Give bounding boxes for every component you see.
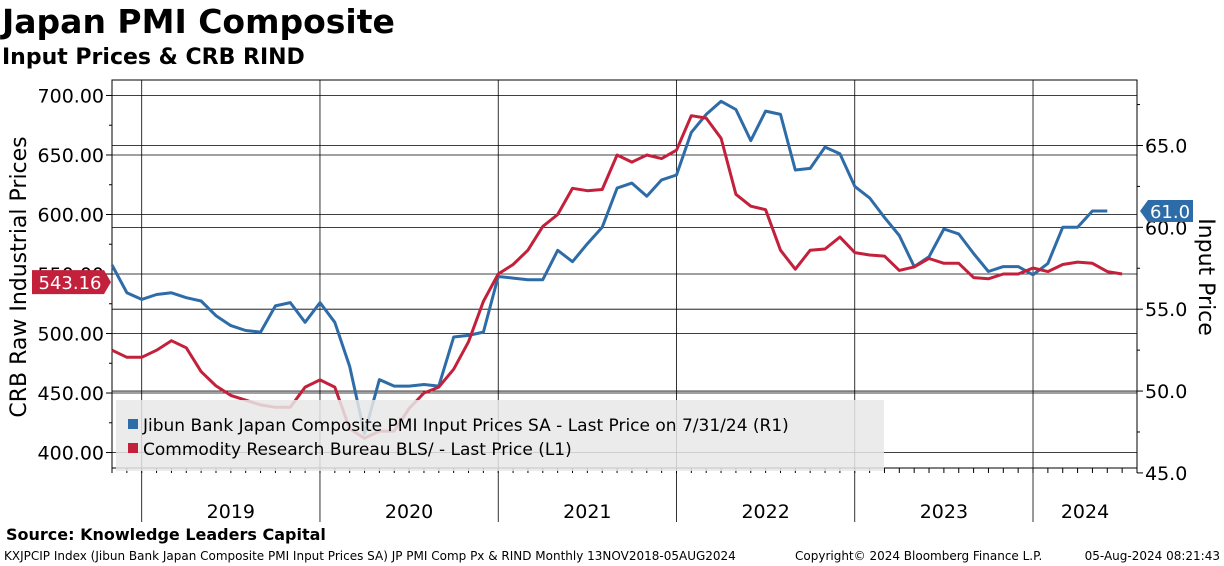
left-tick-label: 500.00 bbox=[38, 324, 104, 346]
chart-subtitle: Input Prices & CRB RIND bbox=[2, 45, 305, 70]
left-tick-label: 650.00 bbox=[38, 145, 104, 167]
right-axis-label: Input Price bbox=[1193, 218, 1218, 336]
left-axis-label: CRB Raw Industrial Prices bbox=[7, 136, 32, 417]
right-tick-label: 45.0 bbox=[1145, 463, 1187, 485]
last-value-label-pmi: 61.0 bbox=[1150, 202, 1190, 223]
x-tick-label: 2022 bbox=[741, 501, 789, 523]
legend-swatch-pmi bbox=[128, 419, 138, 429]
left-tick-label: 450.00 bbox=[38, 383, 104, 405]
x-tick-label: 2021 bbox=[563, 501, 611, 523]
grid bbox=[112, 80, 1137, 522]
x-tick-label: 2020 bbox=[385, 501, 433, 523]
series-line-crb bbox=[111, 114, 1123, 440]
footer-description: KXJPCIP Index (Jibun Bank Japan Composit… bbox=[4, 549, 736, 563]
last-value-tag-crb bbox=[32, 270, 111, 295]
x-tick-label: 2024 bbox=[1061, 501, 1109, 523]
footer-timestamp: 05-Aug-2024 08:21:43 bbox=[1084, 549, 1220, 563]
legend: Jibun Bank Japan Composite PMI Input Pri… bbox=[116, 400, 884, 471]
series-line-pmi bbox=[110, 99, 1108, 436]
right-tick-label: 65.0 bbox=[1145, 135, 1187, 157]
right-tick-label: 50.0 bbox=[1145, 381, 1187, 403]
x-tick-label: 2019 bbox=[207, 501, 255, 523]
legend-box bbox=[116, 400, 884, 471]
source-note: Source: Knowledge Leaders Capital bbox=[6, 525, 326, 544]
last-value-tags: 61.0 543.16 bbox=[32, 199, 1193, 295]
right-tick-label: 60.0 bbox=[1145, 217, 1187, 239]
legend-swatch-crb bbox=[128, 443, 138, 453]
left-tick-label: 400.00 bbox=[38, 443, 104, 465]
footer-copyright: Copyright© 2024 Bloomberg Finance L.P. bbox=[795, 549, 1043, 563]
last-value-tag-pmi bbox=[1140, 199, 1193, 222]
right-tick-label: 55.0 bbox=[1145, 299, 1187, 321]
left-tick-label: 600.00 bbox=[38, 204, 104, 226]
chart-title: Japan PMI Composite bbox=[2, 2, 395, 41]
last-value-label-crb: 543.16 bbox=[39, 273, 102, 294]
x-tick-label: 2023 bbox=[920, 501, 968, 523]
legend-label-pmi: Jibun Bank Japan Composite PMI Input Pri… bbox=[142, 416, 789, 436]
legend-label-crb: Commodity Research Bureau BLS/ - Last Pr… bbox=[143, 440, 572, 460]
x-axis: 2019 2020 2021 2022 2023 2024 bbox=[111, 468, 1138, 523]
series-group bbox=[110, 99, 1123, 440]
left-tick-label: 700.00 bbox=[38, 85, 104, 107]
right-axis: 45.0 50.0 55.0 60.0 65.0 bbox=[1137, 104, 1187, 485]
